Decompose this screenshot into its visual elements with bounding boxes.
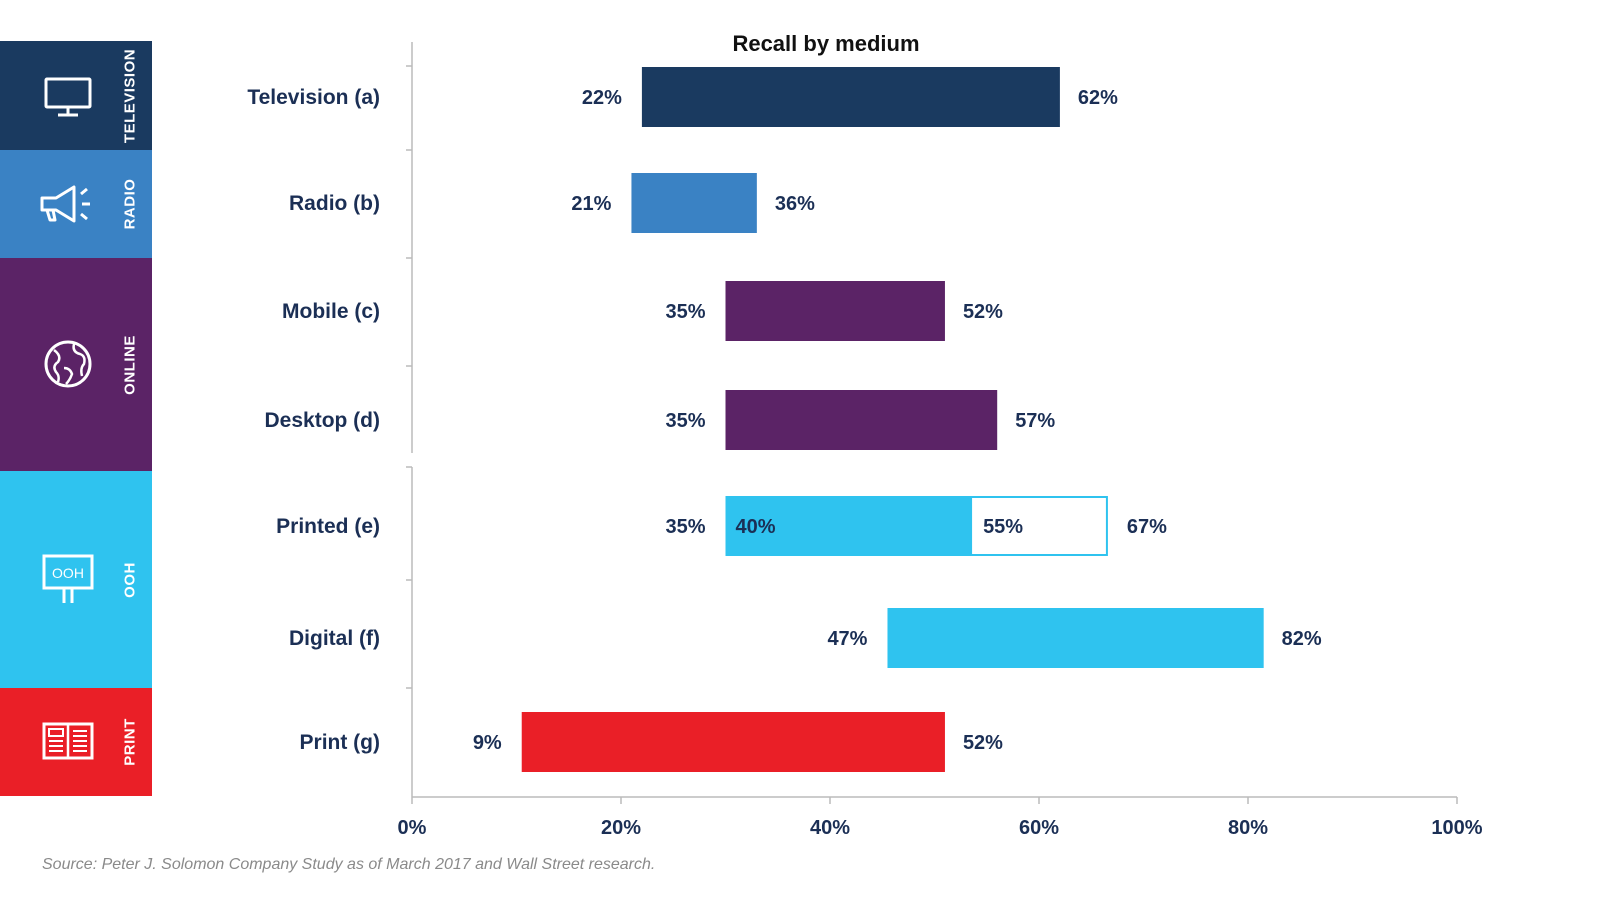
range-bar [641,67,1060,127]
low-value-label: 21% [571,193,611,215]
range-bar [725,496,972,556]
category-label: Digital (f) [289,627,380,650]
low-value-label: 35% [665,410,705,432]
range-bar [725,281,945,341]
category-label: Television (a) [247,86,380,109]
extended-high-label: 67% [1127,516,1167,538]
newspaper-icon [42,722,94,760]
television-icon [44,77,92,117]
low-value-label: 47% [827,628,867,650]
category-online: ONLINE [0,258,152,471]
extended-low-label: 55% [983,516,1023,538]
svg-text:OOH: OOH [52,565,84,581]
category-print: PRINT [0,688,152,796]
megaphone-icon [40,185,90,223]
globe-icon [44,340,92,388]
low-value-label: 35% [665,301,705,323]
low-value-label: 9% [473,732,502,754]
low-value-label: 35% [665,516,705,538]
billboard-icon: OOH [42,554,94,603]
source-note: Source: Peter J. Solomon Company Study a… [42,856,656,873]
category-label: Desktop (d) [265,409,381,432]
range-bar [725,390,998,450]
range-bar [631,173,757,233]
category-label: Print (g) [300,731,380,754]
category-television: TELEVISION [0,41,152,150]
extended-range-bar [970,496,1108,556]
high-value-label: 52% [963,301,1003,323]
high-value-label: 57% [1015,410,1055,432]
category-ooh: OOH OOH [0,471,152,688]
category-label: Printed (e) [276,515,380,538]
low-value-label: 22% [582,87,622,109]
media-category-sidebar: TELEVISION RADIO ONLINE OOH OOH [0,0,152,900]
range-bar [887,608,1264,668]
category-label: Radio (b) [289,192,380,215]
x-tick-label: 60% [1019,817,1059,839]
range-bar [521,712,945,772]
chart-title: Recall by medium [732,31,919,56]
high-value-label: 82% [1282,628,1322,650]
high-value-label: 62% [1078,87,1118,109]
x-tick-label: 0% [398,817,427,839]
inner-high-label: 40% [736,516,776,538]
category-radio: RADIO [0,150,152,258]
x-tick-label: 80% [1228,817,1268,839]
x-tick-label: 40% [810,817,850,839]
x-tick-label: 100% [1431,817,1482,839]
x-tick-label: 20% [601,817,641,839]
high-value-label: 36% [775,193,815,215]
category-label: Mobile (c) [282,300,380,323]
high-value-label: 52% [963,732,1003,754]
